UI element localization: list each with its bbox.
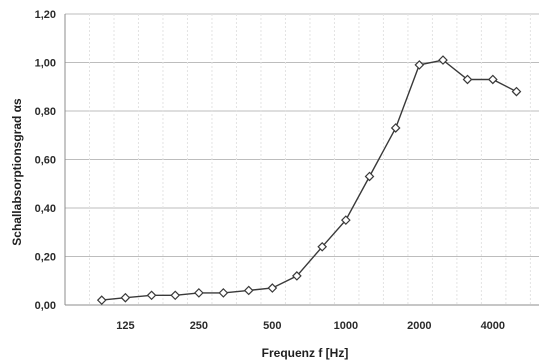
x-axis-title: Frequenz f [Hz] bbox=[262, 346, 349, 360]
data-point bbox=[292, 271, 302, 281]
y-axis-title: Schallabsorptionsgrad αs bbox=[10, 98, 24, 246]
y-tick-label: 0,80 bbox=[35, 106, 56, 118]
y-tick-label: 0,00 bbox=[35, 300, 56, 312]
series bbox=[96, 55, 522, 305]
data-point bbox=[96, 295, 107, 305]
data-point bbox=[487, 74, 498, 85]
data-point bbox=[120, 292, 131, 303]
data-point bbox=[267, 283, 278, 293]
y-tick-label: 0,40 bbox=[35, 203, 56, 215]
data-point bbox=[340, 215, 351, 225]
y-tick-labels: 0,00 0,20 0,40 0,60 0,80 1,00 1,20 bbox=[35, 9, 56, 312]
grid bbox=[65, 13, 539, 305]
y-tick-label: 0,60 bbox=[35, 155, 56, 167]
x-tick-label: 1000 bbox=[334, 320, 358, 332]
data-point bbox=[390, 123, 401, 133]
x-tick-labels: 125 250 500 1000 2000 4000 bbox=[116, 320, 505, 332]
data-point bbox=[462, 74, 473, 85]
data-point bbox=[511, 86, 522, 97]
data-point bbox=[438, 55, 448, 65]
data-point bbox=[364, 171, 375, 182]
y-tick-label: 0,20 bbox=[35, 252, 56, 264]
data-point bbox=[170, 290, 181, 301]
data-point bbox=[317, 241, 328, 252]
x-tick-label: 4000 bbox=[481, 320, 505, 332]
y-tick-label: 1,20 bbox=[35, 9, 56, 21]
axes bbox=[64, 14, 539, 306]
data-point bbox=[218, 288, 229, 298]
data-point bbox=[194, 288, 204, 298]
x-tick-label: 250 bbox=[190, 320, 208, 332]
data-point bbox=[146, 290, 157, 301]
data-point bbox=[414, 60, 425, 70]
series-line bbox=[101, 59, 517, 301]
x-tick-label: 2000 bbox=[407, 320, 431, 332]
data-point bbox=[243, 285, 254, 296]
x-tick-label: 125 bbox=[116, 320, 134, 332]
y-tick-label: 1,00 bbox=[35, 58, 56, 70]
x-tick-label: 500 bbox=[263, 320, 281, 332]
